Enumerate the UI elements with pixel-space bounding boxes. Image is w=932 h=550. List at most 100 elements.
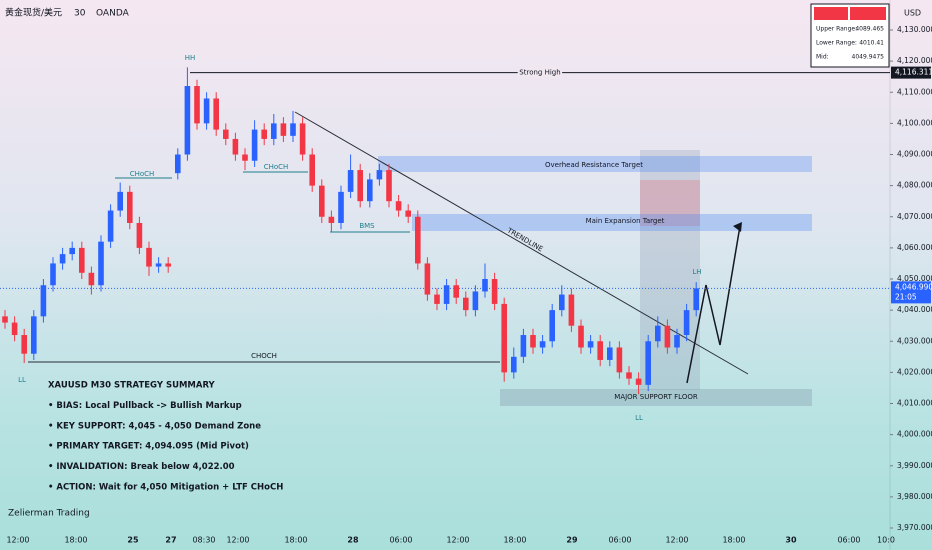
candle-body bbox=[79, 247, 85, 273]
risk-box bbox=[640, 180, 700, 226]
x-tick-label: 06:00 bbox=[608, 536, 631, 545]
x-tick-label: 25 bbox=[127, 536, 139, 545]
table-header bbox=[814, 7, 848, 20]
candle-body bbox=[136, 222, 143, 248]
candle-body bbox=[347, 170, 354, 192]
summary-line: • ACTION: Wait for 4,050 Mitigation + LT… bbox=[48, 483, 283, 493]
y-tick-label: 4,100.000 bbox=[897, 118, 932, 127]
candle-body bbox=[434, 294, 440, 304]
candle-body bbox=[11, 322, 18, 336]
x-tick-label: 27 bbox=[165, 536, 176, 545]
candle-body bbox=[194, 86, 200, 124]
last-price-box bbox=[891, 281, 931, 304]
candle-body bbox=[405, 210, 411, 217]
candle-body bbox=[453, 285, 459, 298]
candle-body bbox=[424, 263, 431, 295]
annotation: LL bbox=[635, 414, 643, 422]
x-tick-label: 12:00 bbox=[665, 536, 688, 545]
x-tick-label: 30 bbox=[785, 536, 797, 545]
candle-body bbox=[21, 335, 27, 354]
x-tick-label: 18:00 bbox=[503, 536, 526, 545]
table-key: Mid: bbox=[816, 54, 829, 61]
currency: USD bbox=[904, 9, 921, 18]
y-tick-label: 4,030.000 bbox=[897, 336, 932, 345]
annotation: CHoCH bbox=[264, 163, 289, 171]
candle-body bbox=[328, 216, 335, 223]
x-tick-label: 06:00 bbox=[837, 536, 860, 545]
arrow-head bbox=[733, 222, 742, 232]
x-tick-label: 28 bbox=[347, 536, 359, 545]
projection-arrow bbox=[686, 225, 741, 384]
candle-body bbox=[117, 191, 123, 211]
title-broker: OANDA bbox=[96, 9, 130, 19]
y-tick-label: 4,070.000 bbox=[897, 212, 932, 221]
candle-body bbox=[530, 335, 536, 348]
zones bbox=[28, 3, 890, 406]
x-tick-label: 08:30 bbox=[192, 536, 215, 545]
candle-body bbox=[472, 291, 479, 311]
candle-body bbox=[299, 123, 306, 155]
candle-body bbox=[597, 341, 603, 360]
candle-body bbox=[271, 123, 277, 139]
y-tick-label: 4,010.000 bbox=[897, 399, 932, 408]
x-tick-label: 10:0 bbox=[877, 536, 895, 545]
annotation: Overhead Resistance Target bbox=[545, 161, 643, 169]
candle-body bbox=[395, 201, 402, 211]
candle-body bbox=[539, 341, 546, 348]
trendline bbox=[294, 111, 749, 375]
y-tick-label: 3,990.000 bbox=[897, 461, 932, 470]
summary-line: • KEY SUPPORT: 4,045 - 4,050 Demand Zone bbox=[48, 421, 261, 431]
x-tick-label: 18:00 bbox=[64, 536, 87, 545]
candle-body bbox=[616, 347, 623, 373]
title-symbol: 黄金现货/美元 bbox=[5, 7, 62, 19]
candle-body bbox=[693, 288, 699, 311]
summary-line: • BIAS: Local Pullback -> Bullish Markup bbox=[48, 401, 242, 411]
candle-body bbox=[50, 263, 56, 286]
candle-body bbox=[626, 372, 632, 379]
candle-body bbox=[645, 341, 651, 385]
candle-body bbox=[59, 254, 66, 264]
support-zone bbox=[500, 389, 812, 406]
x-tick-label: 12:00 bbox=[446, 536, 469, 545]
y-tick-label: 4,080.000 bbox=[897, 181, 932, 190]
y-tick-label: 4,040.000 bbox=[897, 305, 932, 314]
candle-body bbox=[443, 285, 450, 304]
summary-line: • PRIMARY TARGET: 4,094.095 (Mid Pivot) bbox=[48, 442, 249, 452]
candle-body bbox=[107, 210, 114, 242]
x-tick-label: 29 bbox=[566, 536, 578, 545]
candle-body bbox=[290, 123, 296, 136]
y-tick-label: 3,980.000 bbox=[897, 492, 932, 501]
y-tick-label: 4,020.000 bbox=[897, 367, 932, 376]
candle-body bbox=[2, 316, 8, 323]
candle-body bbox=[655, 325, 661, 342]
y-tick-label: 4,090.000 bbox=[897, 150, 932, 159]
candle-body bbox=[635, 378, 642, 385]
candle-body bbox=[559, 294, 565, 311]
candle-body bbox=[127, 191, 133, 223]
candle-body bbox=[511, 356, 517, 373]
table-header bbox=[850, 7, 886, 20]
candle-body bbox=[184, 86, 191, 155]
resistance-zone bbox=[378, 156, 812, 172]
x-tick-label: 12:00 bbox=[226, 536, 249, 545]
candle-body bbox=[386, 170, 392, 202]
candle-body bbox=[683, 310, 690, 336]
candle-body bbox=[88, 272, 95, 286]
annotation: CHoCH bbox=[130, 170, 155, 178]
table-key: Lower Range: bbox=[816, 40, 857, 47]
candle-body bbox=[232, 138, 239, 155]
y-tick-label: 4,000.000 bbox=[897, 430, 932, 439]
candle-body bbox=[31, 316, 37, 354]
candle-body bbox=[261, 129, 267, 139]
annotation: BMS bbox=[359, 222, 375, 230]
table-key: Upper Range: bbox=[816, 26, 857, 33]
candle-body bbox=[568, 294, 575, 326]
y-tick-label: 4,110.000 bbox=[897, 87, 932, 96]
y-tick-label: 3,970.000 bbox=[897, 523, 932, 532]
candle-body bbox=[415, 216, 421, 264]
strong-high-name: Strong High bbox=[519, 69, 560, 77]
table-value: 4010.41 bbox=[859, 40, 884, 47]
expansion-zone bbox=[412, 214, 812, 231]
y-tick-label: 4,130.000 bbox=[897, 25, 932, 34]
x-tick-label: 12:00 bbox=[6, 536, 29, 545]
